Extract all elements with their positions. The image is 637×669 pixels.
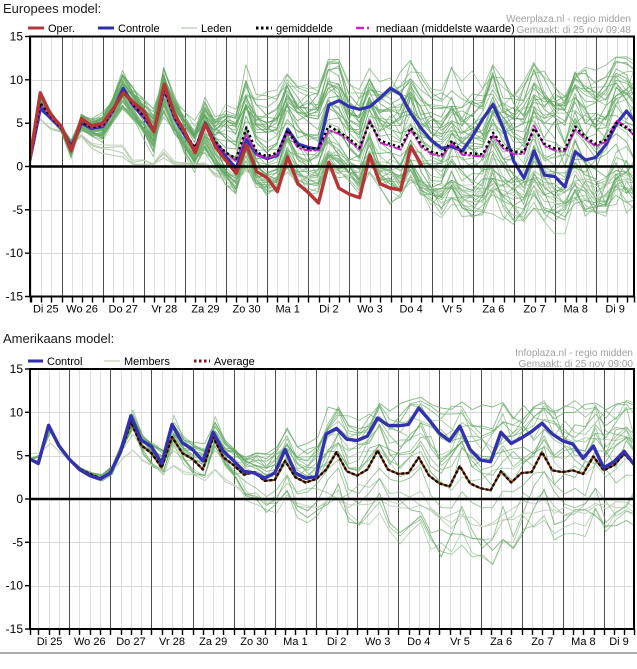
svg-text:Wo 3: Wo 3: [365, 636, 390, 648]
svg-text:Leden: Leden: [201, 23, 232, 35]
svg-text:Ma 8: Ma 8: [571, 636, 595, 648]
svg-text:5: 5: [16, 116, 23, 130]
svg-text:Di 2: Di 2: [327, 636, 347, 648]
svg-text:Average: Average: [214, 356, 255, 368]
svg-text:Do 4: Do 4: [407, 636, 430, 648]
svg-text:Do 27: Do 27: [109, 304, 138, 316]
svg-text:Members: Members: [124, 356, 170, 368]
svg-text:Infoplaza.nl - regio midden: Infoplaza.nl - regio midden: [515, 348, 633, 359]
svg-text:Vr 28: Vr 28: [151, 304, 177, 316]
svg-text:Ma 1: Ma 1: [283, 636, 307, 648]
svg-text:Vr 5: Vr 5: [450, 636, 470, 648]
svg-text:-10: -10: [6, 246, 24, 260]
svg-text:Control: Control: [47, 356, 82, 368]
svg-text:Wo 26: Wo 26: [74, 636, 106, 648]
svg-text:mediaan (middelste waarde): mediaan (middelste waarde): [376, 23, 515, 35]
svg-text:Zo 7: Zo 7: [523, 304, 545, 316]
svg-text:Zo 30: Zo 30: [233, 304, 261, 316]
svg-text:Zo 7: Zo 7: [531, 636, 553, 648]
svg-text:Za 29: Za 29: [199, 636, 227, 648]
svg-text:0: 0: [16, 492, 23, 506]
svg-text:Weerplaza.nl - regio midden: Weerplaza.nl - regio midden: [506, 14, 631, 25]
svg-text:Di 9: Di 9: [609, 636, 629, 648]
svg-text:Europees model:: Europees model:: [3, 1, 101, 16]
svg-text:Vr 28: Vr 28: [159, 636, 185, 648]
svg-text:0: 0: [16, 160, 23, 174]
svg-text:gemiddelde: gemiddelde: [276, 23, 333, 35]
svg-text:Wo 3: Wo 3: [357, 304, 382, 316]
svg-text:Oper.: Oper.: [48, 23, 75, 35]
svg-text:15: 15: [10, 30, 24, 44]
svg-text:-10: -10: [6, 579, 24, 593]
svg-text:Di 25: Di 25: [33, 304, 59, 316]
svg-text:Zo 30: Zo 30: [240, 636, 268, 648]
svg-text:Ma 1: Ma 1: [275, 304, 299, 316]
svg-text:Di 25: Di 25: [37, 636, 63, 648]
svg-text:-15: -15: [6, 622, 24, 636]
svg-text:Ma 8: Ma 8: [563, 304, 587, 316]
svg-text:Wo 26: Wo 26: [66, 304, 98, 316]
svg-text:Za 29: Za 29: [191, 304, 219, 316]
svg-text:Do 4: Do 4: [399, 304, 422, 316]
svg-text:-5: -5: [12, 535, 23, 549]
svg-text:-5: -5: [12, 203, 23, 217]
svg-text:5: 5: [16, 449, 23, 463]
svg-text:10: 10: [10, 405, 24, 419]
svg-text:10: 10: [10, 73, 24, 87]
svg-text:Di 2: Di 2: [319, 304, 339, 316]
svg-text:15: 15: [10, 362, 24, 376]
svg-text:Za 6: Za 6: [490, 636, 512, 648]
svg-text:Amerikaans model:: Amerikaans model:: [3, 331, 114, 346]
svg-text:Gemaakt: di 25 nov 09:00: Gemaakt: di 25 nov 09:00: [518, 359, 633, 370]
svg-text:Do 27: Do 27: [116, 636, 145, 648]
svg-text:Controle: Controle: [118, 23, 160, 35]
svg-text:Za 6: Za 6: [482, 304, 504, 316]
svg-text:-15: -15: [6, 290, 24, 304]
svg-text:Gemaakt: di 25 nov 09:48: Gemaakt: di 25 nov 09:48: [516, 25, 631, 36]
svg-text:Vr 5: Vr 5: [442, 304, 462, 316]
svg-text:Di 9: Di 9: [605, 304, 625, 316]
